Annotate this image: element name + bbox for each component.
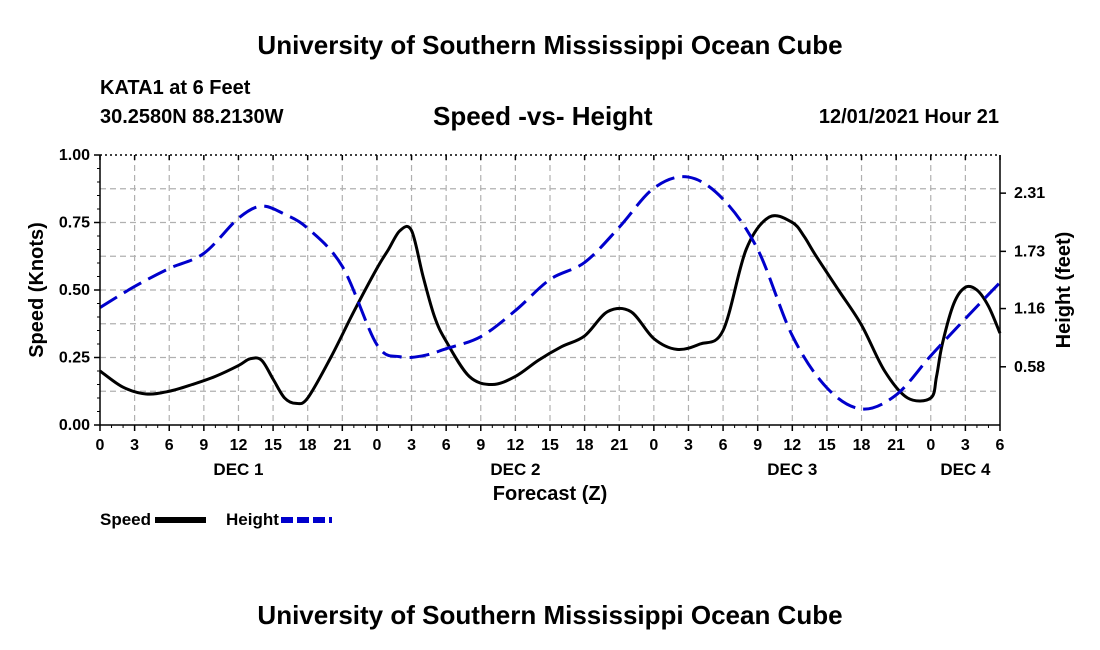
legend-speed-line — [155, 517, 207, 523]
y2-axis-label: Height (feet) — [1053, 232, 1075, 349]
y2-tick-label: 1.73 — [1014, 243, 1045, 260]
x-tick-label: 15 — [541, 437, 559, 454]
x-tick-label: 15 — [264, 437, 282, 454]
x-tick-label: 0 — [926, 437, 935, 454]
y2-tick-label: 0.58 — [1014, 359, 1045, 376]
series-layer — [99, 175, 1002, 411]
y-tick-label: 0.25 — [59, 350, 90, 367]
y2-tick-label: 2.31 — [1014, 185, 1045, 202]
station-coordinates: 30.2580N 88.2130W — [100, 106, 284, 128]
x-tick-label: 6 — [996, 437, 1005, 454]
speed-height-chart: 0 3 6 9 12 15 18 21 0 3 6 9 12 15 18 21 0 3 6 9 12 15 18 21 0 3 6D… — [26, 147, 1075, 505]
legend-speed-label: Speed — [100, 510, 152, 529]
legend-height-label: Height — [226, 510, 279, 529]
y-tick-label: 1.00 — [59, 147, 90, 164]
axis-layer: 0 3 6 9 12 15 18 21 0 3 6 9 12 15 18 21 0 3 6 9 12 15 18 21 0 3 6D… — [59, 147, 1045, 479]
x-tick-label: 18 — [299, 437, 317, 454]
y-tick-label: 0.75 — [59, 215, 90, 232]
y-axis-label: Speed (Knots) — [26, 222, 48, 358]
x-axis-label: Forecast (Z) — [493, 483, 607, 505]
x-tick-label: 3 — [684, 437, 693, 454]
x-tick-label: 12 — [230, 437, 248, 454]
y-tick-label: 0.00 — [59, 417, 90, 434]
x-tick-label: 18 — [853, 437, 871, 454]
x-tick-label: 0 — [96, 437, 105, 454]
x-tick-label: 18 — [576, 437, 594, 454]
page-title: University of Southern Mississippi Ocean… — [257, 30, 843, 60]
grid-layer — [100, 155, 1000, 425]
x-tick-label: 12 — [506, 437, 524, 454]
forecast-datetime: 12/01/2021 Hour 21 — [818, 106, 999, 128]
x-tick-label: 9 — [199, 437, 208, 454]
date-label: DEC 2 — [490, 460, 540, 479]
x-tick-label: 3 — [407, 437, 416, 454]
date-label: DEC 4 — [940, 460, 991, 479]
date-label: DEC 3 — [767, 460, 817, 479]
x-tick-label: 21 — [610, 437, 628, 454]
y-tick-label: 0.50 — [59, 282, 90, 299]
x-tick-label: 6 — [165, 437, 174, 454]
x-tick-label: 6 — [442, 437, 451, 454]
y2-tick-label: 1.16 — [1014, 301, 1045, 318]
x-tick-label: 0 — [372, 437, 381, 454]
x-tick-label: 6 — [719, 437, 728, 454]
x-tick-label: 3 — [130, 437, 139, 454]
x-tick-label: 9 — [753, 437, 762, 454]
x-tick-label: 21 — [887, 437, 905, 454]
date-label: DEC 1 — [213, 460, 263, 479]
legend: Speed Height — [100, 510, 334, 530]
footer-title: University of Southern Mississippi Ocean… — [257, 600, 843, 630]
x-tick-label: 12 — [783, 437, 801, 454]
x-tick-label: 15 — [818, 437, 836, 454]
x-tick-label: 9 — [476, 437, 485, 454]
station-label: KATA1 at 6 Feet — [100, 77, 251, 99]
x-tick-label: 0 — [649, 437, 658, 454]
chart-title: Speed -vs- Height — [433, 101, 653, 131]
legend-height-line — [280, 517, 332, 523]
x-tick-label: 3 — [961, 437, 970, 454]
height-series-line — [99, 175, 1002, 411]
x-tick-label: 21 — [333, 437, 351, 454]
